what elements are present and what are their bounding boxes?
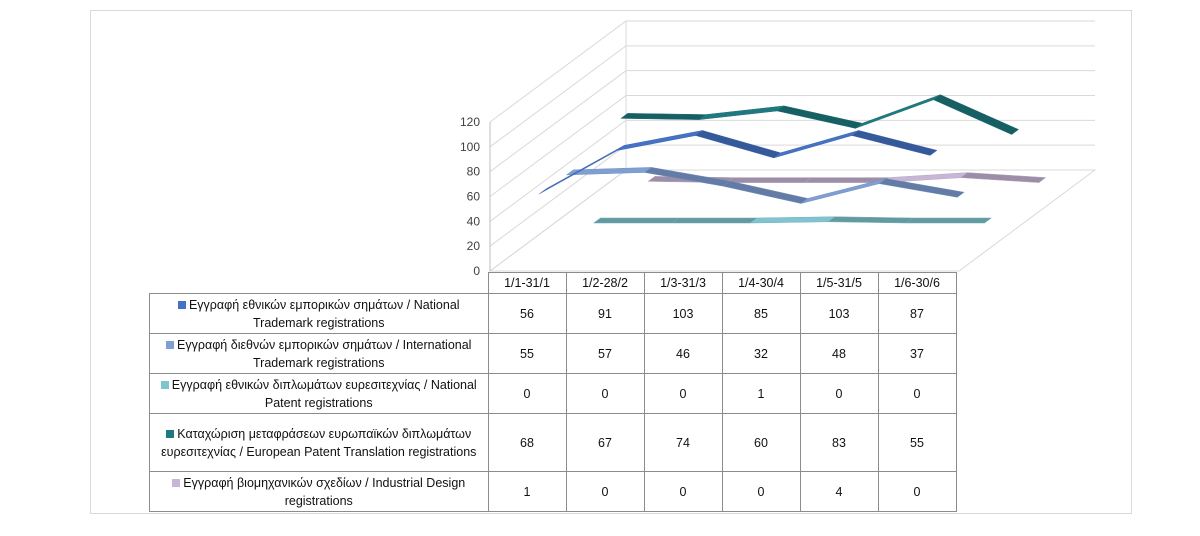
y-tick-label: 120	[460, 115, 480, 129]
series-ribbon-segment	[933, 94, 1020, 135]
series-ribbon-segment	[695, 130, 782, 159]
data-value-cell: 103	[643, 293, 723, 334]
data-value-cell: 0	[877, 373, 957, 414]
category-label: 1/2-28/2	[565, 272, 645, 294]
data-value-cell: 103	[799, 293, 879, 334]
data-value-cell: 0	[643, 471, 723, 512]
series-ribbon-segment	[620, 113, 707, 120]
y-tick-label: 0	[473, 264, 480, 278]
data-value-cell: 1	[487, 471, 567, 512]
legend-key-icon	[177, 300, 186, 309]
legend-key-icon	[166, 429, 175, 438]
series-legend-cell: Εγγραφή εθνικών εμπορικών σημάτων / Nati…	[149, 293, 489, 334]
series-ribbon-segment	[722, 180, 809, 204]
category-label: 1/4-30/4	[721, 272, 801, 294]
gridline	[489, 20, 1095, 123]
series-ribbon-segment	[827, 216, 914, 224]
table-row: Εγγραφή διεθνών εμπορικών σημάτων / Inte…	[149, 333, 957, 374]
data-value-cell: 1	[721, 373, 801, 414]
data-value-cell: 85	[721, 293, 801, 334]
series-name: Εγγραφή εθνικών εμπορικών σημάτων / Nati…	[188, 297, 460, 330]
table-row: Εγγραφή εθνικών διπλωμάτων ευρεσιτεχνίας…	[149, 373, 957, 414]
series-ribbon-segment	[851, 130, 938, 156]
y-tick-label: 20	[467, 239, 481, 253]
data-value-cell: 91	[565, 293, 645, 334]
chart-frame	[90, 10, 1132, 514]
legend-key-icon	[172, 478, 181, 487]
series-ribbon-segment	[960, 172, 1047, 183]
legend-key-icon	[160, 380, 169, 389]
series-name: Εγγραφή διεθνών εμπορικών σημάτων / Inte…	[177, 337, 472, 370]
series-ribbon-segment	[773, 130, 859, 159]
data-value-cell: 4	[799, 471, 879, 512]
y-tick-label: 60	[467, 190, 481, 204]
series-ribbon-segment	[905, 217, 993, 224]
data-value-cell: 0	[721, 471, 801, 512]
y-tick-label: 80	[467, 165, 481, 179]
data-value-cell: 87	[877, 293, 957, 334]
y-tick-label: 100	[460, 140, 480, 154]
series-ribbon-segment	[725, 177, 812, 183]
series-ribbon-segment	[749, 216, 836, 224]
data-value-cell: 0	[565, 373, 645, 414]
table-row: Καταχώριση μεταφράσεων ευρωπαϊκών διπλωμ…	[149, 413, 957, 472]
category-label: 1/1-31/1	[487, 272, 567, 294]
gridline	[489, 70, 1095, 173]
data-table: 1/1-31/1 1/2-28/2 1/3-31/3 1/4-30/4 1/5-31/5…	[149, 272, 957, 512]
series-legend-cell: Εγγραφή βιομηχανικών σχεδίων / Industria…	[149, 471, 489, 512]
series-name: Εγγραφή βιομηχανικών σχεδίων / Industria…	[183, 475, 466, 508]
data-value-cell: 56	[487, 293, 567, 334]
data-value-cell: 83	[799, 413, 879, 472]
data-value-cell: 74	[643, 413, 723, 472]
series-ribbon-segment	[855, 94, 941, 129]
y-tick-label: 40	[467, 214, 481, 228]
data-value-cell: 57	[565, 333, 645, 374]
series-ribbon-segment	[671, 217, 758, 224]
legend-key-icon	[166, 340, 175, 349]
series-legend-cell: Εγγραφή εθνικών διπλωμάτων ευρεσιτεχνίας…	[149, 373, 489, 414]
floor-outline	[488, 169, 1097, 272]
data-value-cell: 68	[487, 413, 567, 472]
category-label: 1/3-31/3	[643, 272, 723, 294]
data-value-cell: 0	[565, 471, 645, 512]
category-label: 1/6-30/6	[877, 272, 957, 294]
data-value-cell: 48	[799, 333, 879, 374]
data-value-cell: 0	[643, 373, 723, 414]
table-corner	[149, 272, 488, 294]
data-value-cell: 46	[643, 333, 723, 374]
series-legend-cell: Καταχώριση μεταφράσεων ευρωπαϊκών διπλωμ…	[149, 413, 489, 472]
table-row: Εγγραφή βιομηχανικών σχεδίων / Industria…	[149, 471, 957, 512]
table-body: Εγγραφή εθνικών εμπορικών σημάτων / Nati…	[149, 293, 957, 512]
data-value-cell: 0	[487, 373, 567, 414]
data-value-cell: 55	[487, 333, 567, 374]
series-legend-cell: Εγγραφή διεθνών εμπορικών σημάτων / Inte…	[149, 333, 489, 374]
category-label: 1/5-31/5	[799, 272, 879, 294]
series-ribbon-segment	[878, 178, 965, 198]
series-ribbon-segment	[698, 105, 785, 120]
series-name: Καταχώριση μεταφράσεων ευρωπαϊκών διπλωμ…	[161, 426, 477, 459]
data-value-cell: 32	[721, 333, 801, 374]
series-ribbon-segment	[617, 130, 703, 151]
table-row: Εγγραφή εθνικών εμπορικών σημάτων / Nati…	[149, 293, 957, 334]
data-value-cell: 37	[877, 333, 957, 374]
table-header-row: 1/1-31/1 1/2-28/2 1/3-31/3 1/4-30/4 1/5-31/5…	[149, 272, 957, 294]
series-ribbon-segment	[592, 217, 680, 224]
series-name: Εγγραφή εθνικών διπλωμάτων ευρεσιτεχνίας…	[171, 377, 477, 410]
data-value-cell: 0	[877, 471, 957, 512]
series-ribbon-segment	[776, 105, 863, 129]
data-value-cell: 0	[799, 373, 879, 414]
data-value-cell: 60	[721, 413, 801, 472]
gridline	[489, 45, 1095, 148]
data-value-cell: 67	[565, 413, 645, 472]
data-value-cell: 55	[877, 413, 957, 472]
